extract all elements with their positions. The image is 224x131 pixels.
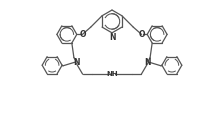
Text: N: N xyxy=(144,58,151,67)
Text: N: N xyxy=(109,33,115,42)
Text: N: N xyxy=(73,58,80,67)
Text: O: O xyxy=(79,30,86,39)
Text: NH: NH xyxy=(106,71,118,77)
Text: O: O xyxy=(138,30,145,39)
